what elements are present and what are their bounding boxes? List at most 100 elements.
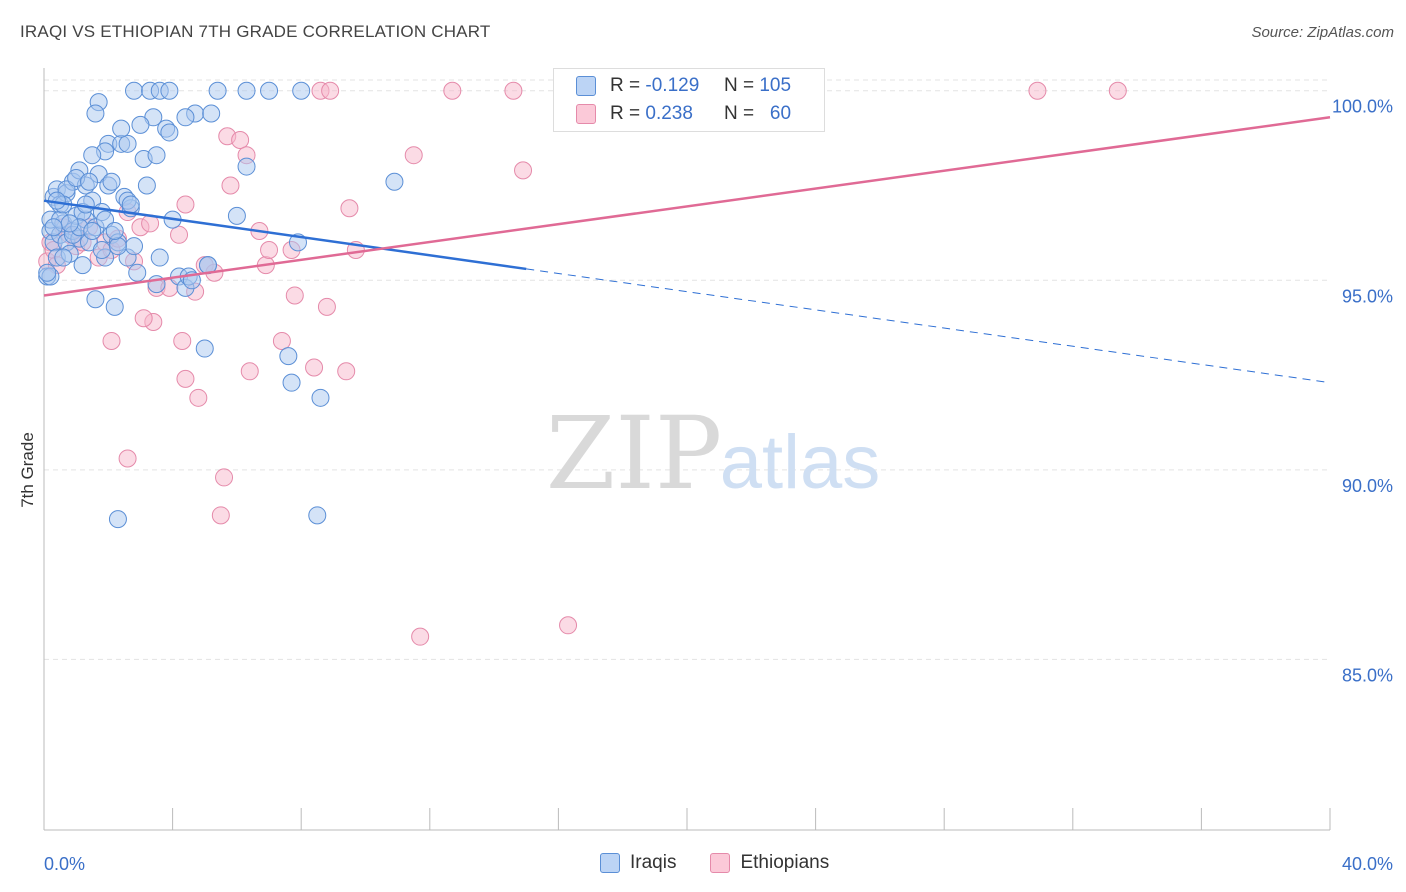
watermark-zip: ZIP bbox=[546, 395, 722, 512]
r-label: R = bbox=[610, 75, 641, 96]
ethiopian-point bbox=[231, 131, 250, 150]
ethiopian-point bbox=[118, 449, 137, 468]
iraqi-point bbox=[311, 388, 330, 407]
iraqi-point bbox=[195, 339, 214, 358]
iraqis-trend-extension bbox=[526, 268, 1331, 384]
ethiopian-point bbox=[1108, 81, 1127, 100]
iraqi-point bbox=[112, 119, 131, 138]
x-tick-label: 0.0% bbox=[44, 854, 85, 874]
watermark-atlas: atlas bbox=[720, 420, 881, 505]
iraqis-swatch bbox=[600, 853, 620, 873]
n-label: N = bbox=[723, 75, 755, 96]
iraqi-point bbox=[86, 104, 105, 123]
ethiopian-point bbox=[559, 616, 578, 635]
iraqi-point bbox=[308, 506, 327, 525]
ethiopian-point bbox=[321, 81, 340, 100]
iraqi-point bbox=[83, 146, 102, 165]
trend-lines bbox=[43, 116, 1331, 384]
tick-labels: 85.0% 90.0% 95.0% 100.0% 0.0% 40.0% bbox=[44, 97, 1393, 874]
ethiopian-point bbox=[404, 146, 423, 165]
ethiopian-point bbox=[285, 286, 304, 305]
iraqi-point bbox=[237, 81, 256, 100]
n-value: 105 bbox=[759, 75, 792, 96]
iraqi-point bbox=[176, 108, 195, 127]
ethiopians-points bbox=[38, 81, 1127, 646]
ethiopians-swatch bbox=[710, 853, 731, 873]
iraqi-point bbox=[121, 195, 140, 214]
y-tick-label: 100.0% bbox=[1332, 97, 1393, 117]
chart-title: IRAQI VS ETHIOPIAN 7TH GRADE CORRELATION… bbox=[20, 22, 491, 41]
iraqi-point bbox=[125, 81, 144, 100]
ethiopian-point bbox=[189, 388, 208, 407]
legend-item-ethiopians[interactable]: Ethiopians bbox=[710, 852, 829, 874]
y-axis-label: 7th Grade bbox=[18, 432, 37, 508]
r-value: 0.238 bbox=[645, 103, 693, 124]
iraqi-point bbox=[137, 176, 156, 195]
ethiopian-point bbox=[504, 81, 523, 100]
y-tick-label: 90.0% bbox=[1342, 476, 1393, 496]
iraqi-point bbox=[44, 218, 63, 237]
ethiopian-point bbox=[514, 161, 533, 180]
iraqi-point bbox=[60, 214, 79, 233]
iraqi-point bbox=[76, 195, 95, 214]
iraqi-point bbox=[108, 237, 127, 256]
iraqi-point bbox=[160, 81, 179, 100]
ethiopian-point bbox=[337, 362, 356, 381]
iraqi-point bbox=[227, 206, 246, 225]
ethiopian-point bbox=[176, 369, 195, 388]
iraqi-point bbox=[147, 146, 166, 165]
ethiopian-point bbox=[170, 225, 189, 244]
iraqi-point bbox=[292, 81, 311, 100]
iraqi-point bbox=[108, 510, 127, 529]
iraqi-point bbox=[105, 222, 124, 241]
iraqi-point bbox=[128, 263, 147, 282]
r-value: -0.129 bbox=[645, 75, 700, 96]
stats-legend: R = -0.129 N = 105 R = 0.238 N = 60 bbox=[553, 68, 825, 132]
ethiopian-point bbox=[173, 331, 192, 350]
stats-row-ethiopians: R = 0.238 N = 60 bbox=[576, 101, 791, 127]
iraqis-swatch bbox=[576, 76, 596, 96]
ethiopian-point bbox=[260, 240, 279, 259]
iraqi-point bbox=[118, 134, 137, 153]
ethiopian-point bbox=[221, 176, 240, 195]
ethiopians-trend-line bbox=[43, 116, 1331, 297]
iraqi-point bbox=[54, 248, 73, 267]
legend-label-iraqis: Iraqis bbox=[630, 852, 677, 873]
iraqis-points bbox=[38, 81, 404, 529]
iraqi-point bbox=[160, 123, 179, 142]
iraqi-point bbox=[279, 347, 298, 366]
iraqi-point bbox=[105, 297, 124, 316]
iraqi-point bbox=[237, 157, 256, 176]
source-credit: Source: ZipAtlas.com bbox=[1251, 24, 1394, 41]
stats-row-iraqis: R = -0.129 N = 105 bbox=[576, 73, 791, 99]
iraqis-trend-line bbox=[43, 199, 527, 271]
ethiopian-point bbox=[176, 195, 195, 214]
iraqi-point bbox=[73, 256, 92, 275]
x-tick-label: 40.0% bbox=[1342, 854, 1393, 874]
ethiopian-point bbox=[215, 468, 234, 487]
ethiopians-swatch bbox=[576, 104, 596, 124]
legend-item-iraqis[interactable]: Iraqis bbox=[600, 852, 676, 874]
ethiopian-point bbox=[211, 506, 230, 525]
iraqi-point bbox=[260, 81, 279, 100]
iraqi-point bbox=[150, 248, 169, 267]
iraqi-point bbox=[208, 81, 227, 100]
iraqi-point bbox=[86, 290, 105, 309]
gridlines bbox=[44, 79, 1330, 660]
legend-label-ethiopians: Ethiopians bbox=[740, 852, 830, 873]
iraqi-point bbox=[202, 104, 221, 123]
ethiopian-point bbox=[411, 627, 430, 646]
ethiopian-point bbox=[272, 331, 291, 350]
iraqi-point bbox=[131, 115, 150, 134]
n-label: N = bbox=[723, 103, 755, 124]
iraqi-point bbox=[92, 240, 111, 259]
iraqi-point bbox=[125, 237, 144, 256]
axes bbox=[43, 68, 1331, 831]
r-label: R = bbox=[610, 103, 641, 124]
iraqi-point bbox=[282, 373, 301, 392]
iraqi-point bbox=[385, 172, 404, 191]
ethiopian-point bbox=[134, 309, 153, 328]
iraqi-point bbox=[80, 172, 99, 191]
iraqi-point bbox=[102, 172, 121, 191]
